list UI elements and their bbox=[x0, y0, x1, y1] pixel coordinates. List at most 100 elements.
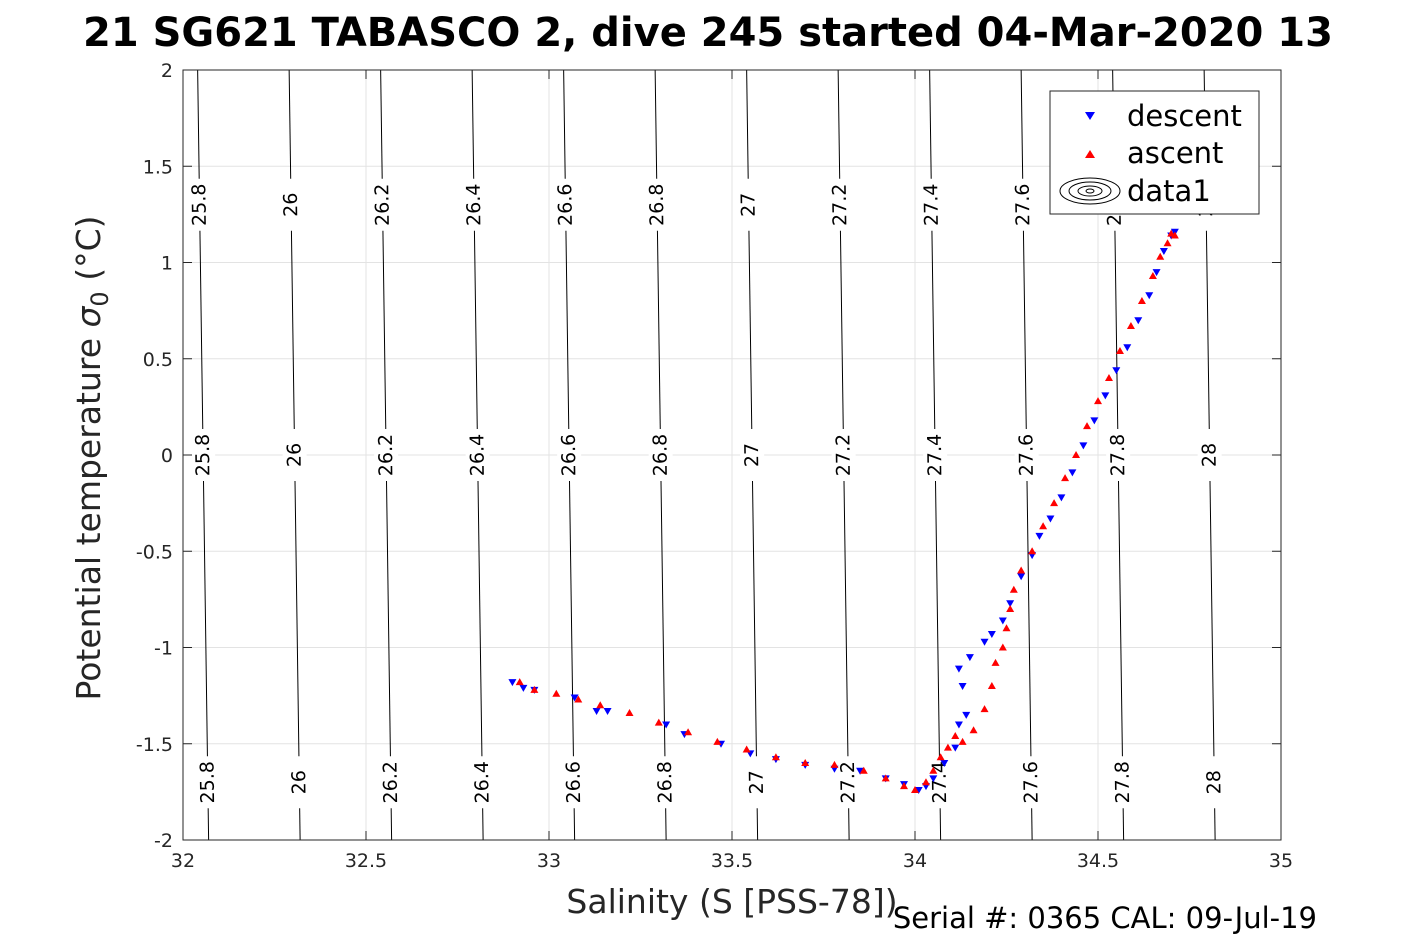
isopycnal-label-gap bbox=[831, 429, 856, 481]
isopycnal-label-gap bbox=[927, 756, 952, 809]
isopycnal-label-gap bbox=[287, 756, 312, 809]
legend-ascent-marker bbox=[1085, 150, 1095, 158]
descent-point bbox=[1090, 417, 1099, 425]
ascent-point bbox=[574, 695, 583, 703]
ascent-point bbox=[951, 732, 960, 740]
isopycnal-label-gap bbox=[1019, 756, 1044, 809]
isopycnal-label: 26.8 bbox=[654, 761, 677, 804]
y-tick-label: 1.5 bbox=[143, 156, 173, 178]
isopycnal-label: 27.4 bbox=[920, 183, 943, 226]
ascent-point bbox=[654, 718, 663, 726]
y-tick-label: 2 bbox=[161, 60, 173, 82]
x-tick-label: 33.5 bbox=[711, 850, 753, 872]
isopycnal-label-gap bbox=[378, 756, 403, 809]
isopycnal-label-gap bbox=[648, 429, 673, 481]
descent-point bbox=[1145, 292, 1154, 300]
descent-point bbox=[965, 654, 974, 662]
legend: descent ascent data1 bbox=[1049, 90, 1260, 215]
isopycnal-label-gap bbox=[1197, 429, 1222, 481]
descent-point bbox=[954, 721, 963, 729]
x-tick-label: 33 bbox=[537, 850, 561, 872]
ascent-point bbox=[1094, 397, 1102, 405]
ascent-point bbox=[911, 785, 919, 793]
isopycnal-label-gap bbox=[191, 429, 216, 481]
isopycnal-label-gap bbox=[740, 429, 765, 481]
ascent-point bbox=[1156, 252, 1165, 260]
ascent-point bbox=[1028, 547, 1037, 555]
y-axis-label: Potential temperature σ0 (°C) bbox=[69, 216, 114, 701]
descent-point bbox=[662, 721, 671, 729]
ascent-point bbox=[1083, 422, 1092, 430]
isopycnal-label: 27.6 bbox=[1012, 183, 1035, 226]
isopycnal-label: 27.6 bbox=[1015, 434, 1038, 477]
descent-point bbox=[1159, 247, 1168, 255]
isopycnal-label-gap bbox=[1202, 756, 1227, 809]
ascent-point bbox=[1115, 347, 1124, 355]
isopycnal-label: 25.8 bbox=[188, 183, 211, 226]
isopycnal-label: 26.6 bbox=[554, 183, 577, 226]
isopycnal-label: 27.2 bbox=[832, 434, 855, 477]
isopycnal-label-gap bbox=[645, 178, 670, 231]
axis-ticks: 32 32.5 33 33.5 34 34.5 35 -2 -1.5 -1 -0.5 0 0.5 1 1.5… bbox=[136, 60, 1293, 872]
ascent-point bbox=[1002, 624, 1011, 632]
isopycnal-label: 27.8 bbox=[1107, 434, 1130, 477]
ascent-point bbox=[625, 708, 634, 716]
descent-point bbox=[1134, 317, 1143, 325]
isopycnal-label-gap bbox=[744, 756, 769, 809]
ascent-point bbox=[1137, 297, 1146, 304]
ascent-point bbox=[1009, 585, 1018, 593]
descent-point bbox=[508, 679, 517, 687]
isopycnal-label: 26.2 bbox=[371, 183, 394, 226]
legend-box bbox=[1049, 90, 1260, 215]
descent-point bbox=[987, 631, 996, 639]
descent-point bbox=[1068, 469, 1077, 477]
descent-point bbox=[940, 760, 949, 767]
ascent-point bbox=[936, 753, 945, 761]
isopycnal-label: 26.4 bbox=[471, 761, 494, 804]
isopycnal-label: 26 bbox=[280, 193, 302, 217]
ascent-point bbox=[515, 678, 524, 686]
ascent-point bbox=[943, 743, 952, 751]
y-tick-label: -0.5 bbox=[136, 541, 173, 563]
ascent-point bbox=[742, 745, 751, 753]
isopycnal-label-gap bbox=[462, 178, 487, 231]
descent-point bbox=[1046, 515, 1055, 523]
y-axis-label-unit: (°C) bbox=[69, 216, 108, 292]
isopycnal-label-gap bbox=[465, 429, 490, 481]
ascent-point bbox=[1163, 239, 1172, 247]
isopycnal-label-gap bbox=[919, 178, 944, 231]
ascent-point bbox=[881, 774, 890, 782]
ascent-point bbox=[980, 705, 989, 713]
ascent-point bbox=[1104, 374, 1113, 381]
isopycnal-label: 26.6 bbox=[562, 761, 585, 804]
descent-point bbox=[929, 775, 938, 783]
isopycnal-label: 26.4 bbox=[466, 434, 489, 477]
isopycnal-label: 28 bbox=[1198, 443, 1220, 467]
ascent-point bbox=[991, 658, 1000, 666]
isopycnal-label-gap bbox=[1014, 429, 1039, 481]
descent-point bbox=[592, 708, 601, 716]
isopycnal-label: 27.6 bbox=[1020, 761, 1043, 804]
legend-data1-label: data1 bbox=[1127, 174, 1211, 208]
ascent-point bbox=[929, 766, 938, 774]
isopycnal-label-gap bbox=[279, 178, 304, 231]
y-tick-label: 0 bbox=[161, 445, 173, 467]
isopycnal-label-gap bbox=[836, 756, 861, 809]
ascent-point bbox=[921, 778, 930, 786]
legend-descent-label: descent bbox=[1127, 99, 1242, 133]
y-tick-label: -1 bbox=[154, 638, 173, 660]
x-tick-label: 32 bbox=[171, 850, 195, 872]
descent-point bbox=[519, 684, 528, 692]
ascent-point bbox=[958, 737, 967, 745]
isopycnal-label: 25.8 bbox=[196, 761, 219, 804]
isopycnal-label-gap bbox=[1106, 429, 1131, 481]
y-axis-label-main: Potential temperature bbox=[69, 328, 108, 701]
x-axis-label: Salinity (S [PSS-78]) bbox=[566, 882, 897, 921]
descent-point bbox=[1112, 367, 1121, 375]
isopycnal-label: 26.2 bbox=[375, 434, 398, 477]
isopycnal-label-gap bbox=[923, 429, 948, 481]
isopycnal-label-gap bbox=[736, 178, 761, 231]
isopycnal-label-gap bbox=[553, 178, 578, 231]
legend-descent-marker bbox=[1085, 112, 1095, 120]
ascent-point bbox=[530, 685, 539, 693]
